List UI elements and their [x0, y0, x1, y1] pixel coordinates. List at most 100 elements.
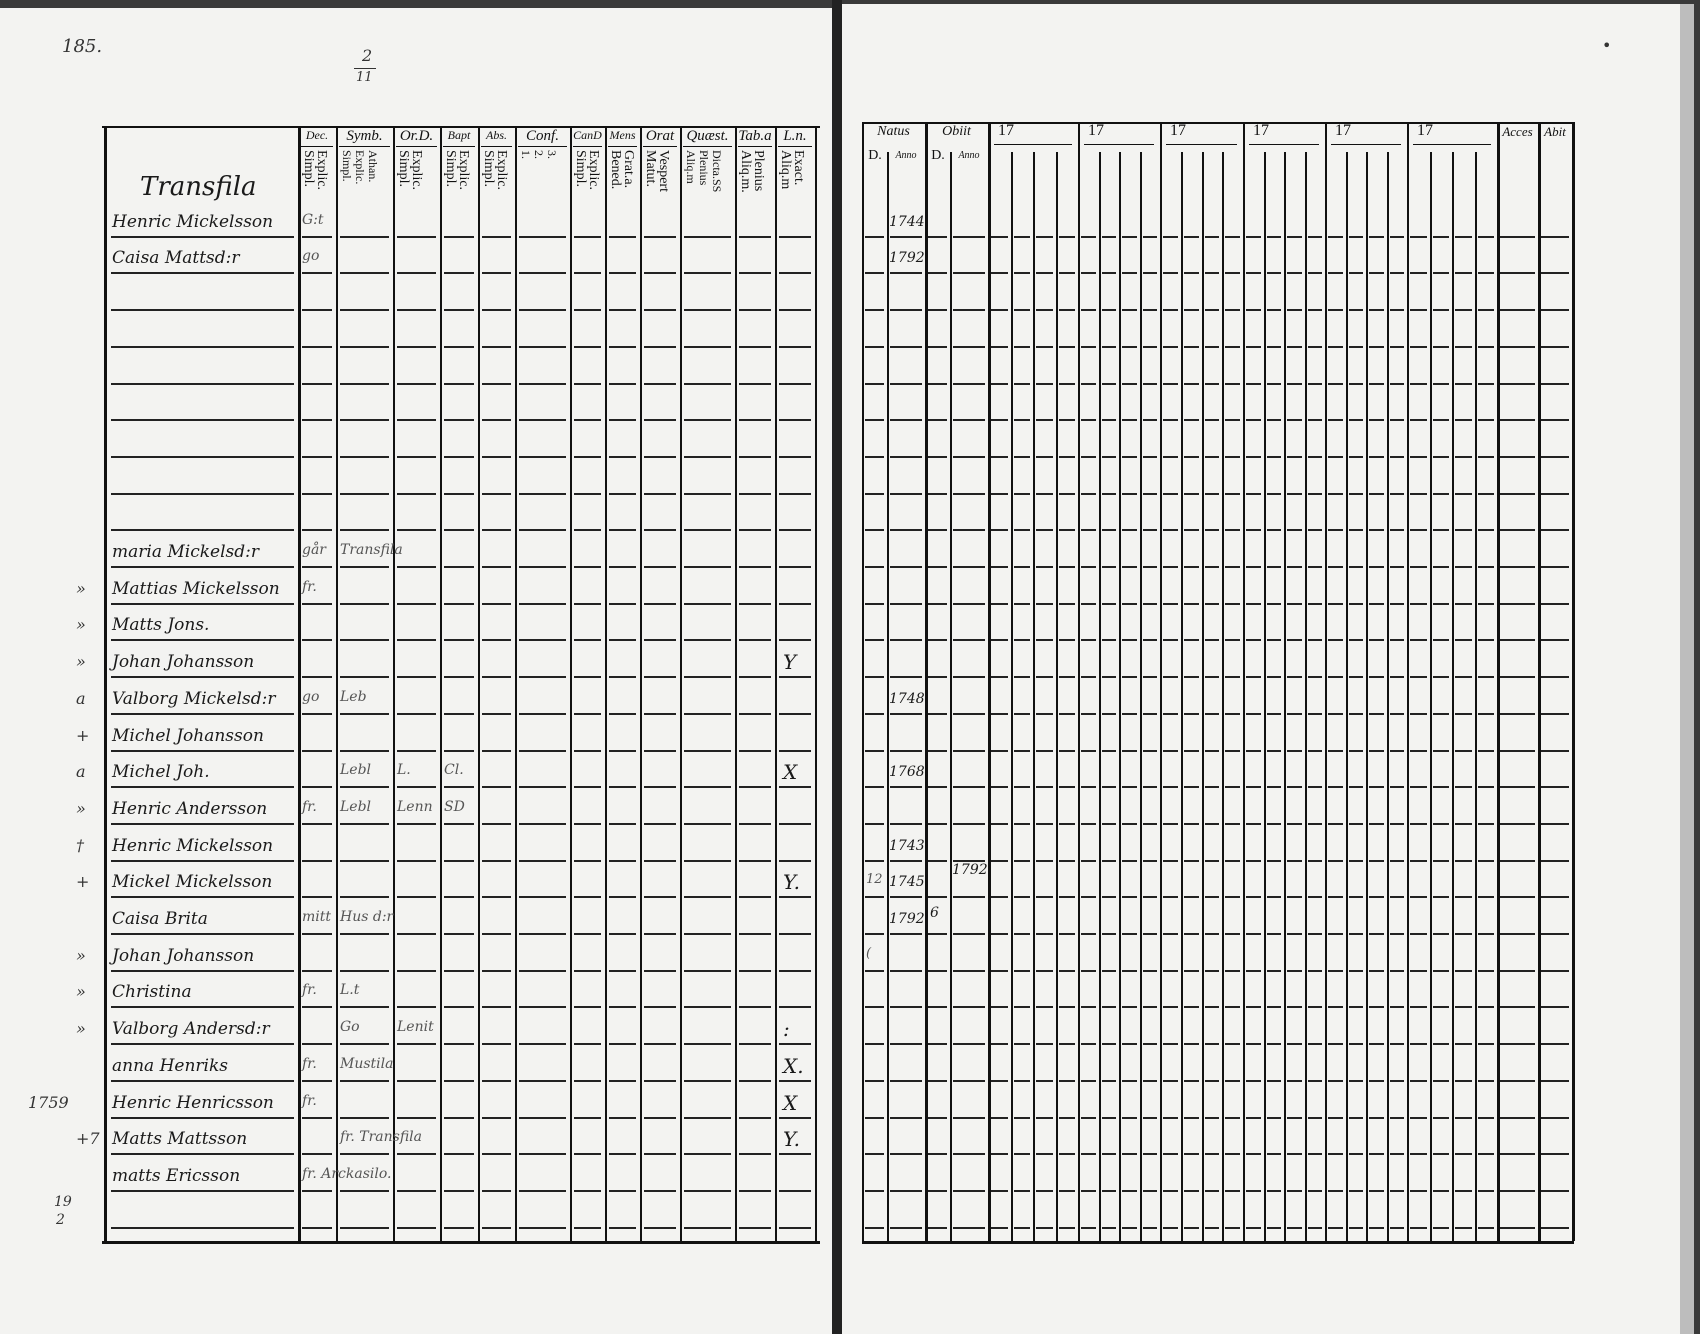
column-divider — [393, 126, 395, 1241]
row-rule — [1102, 933, 1116, 935]
row-rule — [302, 712, 332, 715]
row-rule — [1267, 235, 1281, 238]
row-rule — [890, 419, 922, 422]
row-rule — [1246, 529, 1261, 532]
row-rule — [1478, 749, 1494, 752]
row-rule — [928, 272, 947, 275]
cell-entry: fr. — [302, 798, 317, 815]
row-rule — [1287, 933, 1302, 935]
row-rule — [1205, 639, 1219, 642]
row-rule — [397, 676, 436, 679]
row-rule — [1059, 345, 1075, 348]
row-rule — [991, 382, 1008, 385]
row-rule — [1059, 309, 1075, 312]
row-rule — [444, 712, 474, 715]
row-rule — [739, 969, 771, 972]
row-rule — [1478, 1153, 1494, 1156]
row-rule — [739, 676, 771, 679]
row-rule — [1287, 1116, 1302, 1119]
row-rule — [928, 1043, 947, 1046]
row-rule — [482, 272, 511, 275]
section-title: Transfila — [140, 172, 257, 202]
person-name: Caisa Brita — [112, 909, 208, 929]
row-rule — [1102, 1116, 1116, 1119]
row-rule — [1433, 345, 1449, 348]
row-rule — [397, 786, 436, 789]
row-rule — [1308, 712, 1322, 715]
person-name: Henric Henricsson — [112, 1092, 274, 1113]
row-rule — [1122, 1079, 1137, 1082]
row-rule — [1102, 1043, 1116, 1046]
column-subheader: Plenius Aliq.m. — [738, 150, 766, 193]
row-rule — [1205, 1079, 1219, 1082]
row-rule — [1410, 602, 1427, 605]
row-rule — [1308, 492, 1322, 495]
row-rule — [1308, 1079, 1322, 1082]
person-name: Henric Mickelsson — [112, 211, 274, 232]
person-name: anna Henriks — [112, 1055, 228, 1076]
subcolumn-divider — [1305, 152, 1307, 1241]
row-rule — [1390, 639, 1404, 642]
row-rule — [1163, 749, 1178, 752]
row-rule — [519, 272, 566, 275]
row-rule — [1455, 1079, 1472, 1082]
row-rule — [1102, 896, 1116, 899]
row-rule — [1308, 1043, 1322, 1046]
row-rule — [739, 455, 771, 458]
row-rule — [779, 933, 811, 935]
row-rule — [609, 602, 636, 605]
row-rule — [1081, 382, 1096, 385]
row-rule — [609, 933, 636, 935]
row-rule — [644, 1006, 676, 1009]
row-rule — [890, 822, 922, 825]
row-rule — [1349, 345, 1363, 348]
row-rule — [865, 529, 884, 532]
row-rule — [1390, 455, 1404, 458]
row-rule — [1059, 822, 1075, 825]
row-rule — [1102, 1006, 1116, 1009]
row-rule — [928, 455, 947, 458]
row-rule — [1014, 1079, 1030, 1082]
person-name: matts Ericsson — [112, 1165, 241, 1186]
row-rule — [684, 822, 731, 825]
row-rule — [1205, 969, 1219, 972]
row-rule — [865, 1153, 884, 1156]
row-rule — [1163, 455, 1178, 458]
column-divider — [862, 122, 864, 1241]
row-rule — [482, 235, 511, 238]
row-rule — [1184, 822, 1199, 825]
row-rule — [519, 1116, 566, 1119]
row-rule — [1349, 639, 1363, 642]
row-rule — [1102, 1189, 1116, 1192]
row-rule — [1500, 859, 1535, 862]
row-rule — [1163, 272, 1178, 275]
row-rule — [953, 309, 985, 312]
row-rule — [1205, 749, 1219, 752]
row-rule — [779, 1079, 811, 1082]
row-rule — [482, 1079, 511, 1082]
row-rule — [1390, 1153, 1404, 1156]
subcolumn-divider — [1452, 152, 1454, 1241]
row-rule — [482, 492, 511, 495]
row-rule — [1541, 822, 1569, 825]
row-rule — [519, 1006, 566, 1009]
row-rule — [1369, 676, 1384, 679]
row-rule — [1036, 1116, 1053, 1119]
row-rule — [1455, 676, 1472, 679]
row-rule — [1014, 419, 1030, 422]
row-rule — [1328, 1043, 1343, 1046]
row-rule — [865, 896, 884, 899]
row-rule — [302, 1079, 332, 1082]
fraction-top: 2 — [362, 46, 373, 65]
row-rule — [644, 1226, 676, 1229]
row-rule — [865, 272, 884, 275]
row-rule — [1349, 602, 1363, 605]
natus-year: 1748 — [889, 690, 925, 707]
row-rule — [574, 309, 601, 312]
subcolumn-divider — [1475, 152, 1477, 1241]
row-rule — [739, 1116, 771, 1119]
row-rule — [1478, 419, 1494, 422]
row-rule — [865, 1079, 884, 1082]
row-rule — [1163, 676, 1178, 679]
row-rule — [1308, 933, 1322, 935]
